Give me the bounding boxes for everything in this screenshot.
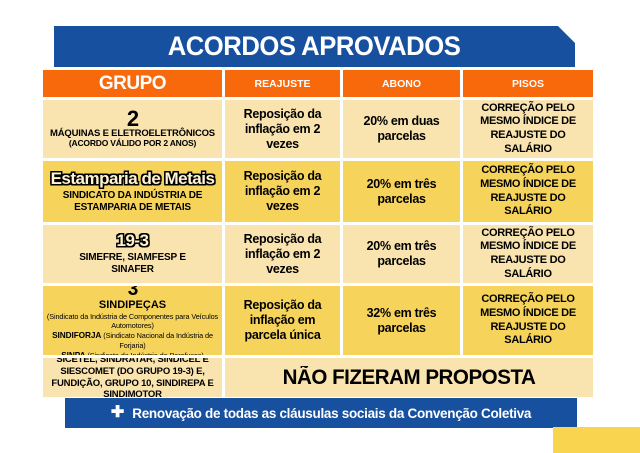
abono-value-row1: 20% em duas parcelas	[363, 114, 440, 143]
column-header-abono-label: ABONO	[381, 77, 422, 90]
reajuste-cell-row3: Reposição da inflação em 2 vezes	[225, 225, 340, 283]
pisos-cell-row1: CORREÇÃO PELO MESMO ÍNDICE DE REAJUSTE D…	[463, 100, 593, 158]
no-proposal-text: NÃO FIZERAM PROPOSTA	[282, 365, 536, 389]
group-cell-row2: Estamparia de Metais SINDICATO DA INDÚST…	[43, 161, 222, 222]
group-logo-row2: Estamparia de Metais	[50, 168, 215, 188]
abono-cell-row4: 32% em três parcelas	[343, 286, 460, 355]
pisos-value-row2: CORREÇÃO PELO MESMO ÍNDICE DE REAJUSTE D…	[480, 164, 576, 218]
footer-banner: ✚ Renovação de todas as cláusulas sociai…	[65, 398, 577, 428]
merged-cell-row5: NÃO FIZERAM PROPOSTA	[225, 358, 593, 397]
abono-cell-row2: 20% em três parcelas	[343, 161, 460, 222]
group-cell-row5: SICETEL, SINDRATAR, SINDICEL E SIESCOMET…	[43, 358, 222, 397]
column-header-grupo: GRUPO	[43, 70, 222, 97]
group-number-row4: 3	[127, 286, 139, 300]
pisos-value-row4: CORREÇÃO PELO MESMO ÍNDICE DE REAJUSTE D…	[480, 293, 576, 347]
column-header-reajuste: REAJUSTE	[225, 70, 340, 97]
page-corner-decoration	[553, 427, 640, 453]
page-title: ACORDOS APROVADOS	[168, 31, 461, 61]
group-cell-row1: 2 MÁQUINAS E ELETROELETRÔNICOS (ACORDO V…	[43, 100, 222, 158]
group-note-row1: (ACORDO VÁLIDO POR 2 ANOS)	[68, 138, 197, 149]
reajuste-cell-row2: Reposição da inflação em 2 vezes	[225, 161, 340, 222]
abono-cell-row3: 20% em três parcelas	[343, 225, 460, 283]
group-name-row3: SIMEFRE, SIAMFESP E SINAFER	[79, 252, 186, 275]
pisos-cell-row4: CORREÇÃO PELO MESMO ÍNDICE DE REAJUSTE D…	[463, 286, 593, 355]
agreements-table: GRUPO REAJUSTE ABONO PISOS 2 MÁQUINAS E …	[43, 70, 593, 397]
abono-cell-row1: 20% em duas parcelas	[343, 100, 460, 158]
group-name-row1: MÁQUINAS E ELETROELETRÔNICOS	[50, 127, 215, 139]
pisos-cell-row3: CORREÇÃO PELO MESMO ÍNDICE DE REAJUSTE D…	[463, 225, 593, 283]
column-header-pisos: PISOS	[463, 70, 593, 97]
column-header-reajuste-label: REAJUSTE	[254, 77, 311, 90]
group-name-row2: SINDICATO DA INDÚSTRIA DE ESTAMPARIA DE …	[62, 189, 203, 213]
column-header-grupo-label: GRUPO	[98, 72, 167, 94]
group-number-row1: 2	[126, 105, 139, 131]
reajuste-value-row4: Reposição da inflação em parcela única	[243, 298, 322, 342]
abono-value-row4: 32% em três parcelas	[366, 305, 437, 335]
group-entity2-desc: (Sindicato Nacional da Indústria de Forj…	[101, 331, 213, 350]
pisos-value-row1: CORREÇÃO PELO MESMO ÍNDICE DE REAJUSTE D…	[480, 101, 576, 155]
reajuste-value-row1: Reposição da inflação em 2 vezes	[243, 106, 322, 151]
reajuste-cell-row4: Reposição da inflação em parcela única	[225, 286, 340, 355]
reajuste-value-row2: Reposição da inflação em 2 vezes	[243, 169, 322, 213]
group-entity3-row4: SINPA (Sindicato da Indústria de Parafus…	[61, 350, 204, 355]
group-entity2-name: SINDIFORJA	[52, 330, 102, 341]
group-entity3-name: SINPA	[61, 349, 86, 355]
column-header-pisos-label: PISOS	[511, 77, 545, 90]
abono-value-row2: 20% em três parcelas	[366, 176, 437, 206]
group-cell-row3: 19-3 SIMEFRE, SIAMFESP E SINAFER	[43, 225, 222, 283]
column-header-abono: ABONO	[343, 70, 460, 97]
group-cell-row4: 3 SINDIPEÇAS (Sindicato da Indústria de …	[43, 286, 222, 355]
pisos-cell-row2: CORREÇÃO PELO MESMO ÍNDICE DE REAJUSTE D…	[463, 161, 593, 222]
group-sub-row4: (Sindicato da Indústria de Componentes p…	[46, 312, 219, 331]
group-entity2-row4: SINDIFORJA (Sindicato Nacional da Indúst…	[45, 330, 221, 349]
reajuste-value-row3: Reposição da inflação em 2 vezes	[243, 231, 322, 276]
reajuste-cell-row1: Reposição da inflação em 2 vezes	[225, 100, 340, 158]
group-entity3-desc: (Sindicato da Indústria de Parafusos)	[85, 351, 203, 355]
group-name-row5: SICETEL, SINDRATAR, SINDICEL E SIESCOMET…	[51, 358, 214, 397]
plus-icon: ✚	[110, 404, 125, 421]
group-name-row4: SINDIPEÇAS	[98, 298, 167, 311]
group-logo-row3: 19-3	[116, 231, 149, 250]
abono-value-row3: 20% em três parcelas	[366, 239, 437, 268]
pisos-value-row3: CORREÇÃO PELO MESMO ÍNDICE DE REAJUSTE D…	[480, 226, 576, 280]
title-banner: ACORDOS APROVADOS	[54, 26, 575, 67]
footer-text: Renovação de todas as cláusulas sociais …	[132, 405, 532, 421]
